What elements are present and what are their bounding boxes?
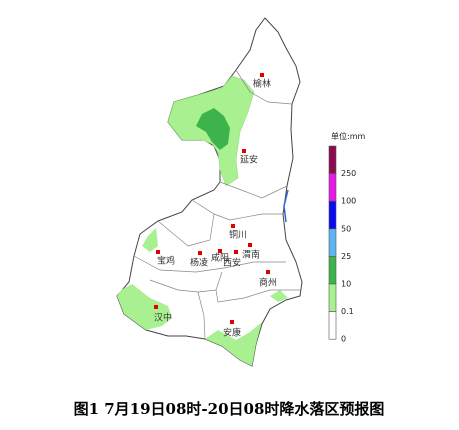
- legend-swatch: [328, 145, 337, 174]
- city-marker: [234, 250, 238, 254]
- city-label: 杨凌: [190, 257, 208, 269]
- city-marker: [266, 270, 270, 274]
- city-marker: [198, 251, 202, 255]
- city-label: 铜川: [229, 229, 247, 241]
- legend-swatch: [328, 283, 337, 312]
- rain-area-moderate: [196, 108, 230, 150]
- legend-title: 单位:mm: [331, 131, 365, 141]
- legend-label: 0.1: [341, 307, 354, 316]
- city-marker: [260, 73, 264, 77]
- city-label: 汉中: [154, 312, 172, 324]
- city-label: 榆林: [253, 78, 271, 90]
- rain-area-light: [270, 290, 288, 302]
- rain-area-light: [142, 228, 158, 252]
- legend-swatch: [328, 256, 337, 285]
- caption: 图1 7月19日08时-20日08时降水落区预报图: [74, 400, 385, 418]
- legend-swatch: [328, 173, 337, 202]
- legend-label: 10: [341, 280, 351, 289]
- city-label: 商州: [259, 277, 277, 289]
- legend-swatch: [328, 228, 337, 257]
- legend-label: 50: [341, 224, 351, 233]
- city-marker: [156, 250, 160, 254]
- city-label: 安康: [223, 327, 241, 339]
- river: [283, 189, 289, 223]
- legend-label: 25: [341, 252, 351, 261]
- city-label: 渭南: [242, 249, 260, 261]
- city-label: 延安: [240, 154, 258, 166]
- city-marker: [242, 149, 246, 153]
- district-boundaries: [133, 69, 300, 340]
- city-marker: [230, 320, 234, 324]
- legend-swatch: [328, 200, 337, 230]
- legend-label: 250: [341, 169, 356, 178]
- city-label: 宝鸡: [157, 255, 175, 267]
- legend: 单位:mm 250 100 50 25 10 0.1 0: [328, 131, 365, 344]
- legend-label: 0: [341, 335, 346, 344]
- rain-area-light: [117, 284, 172, 330]
- city-label: 西安: [223, 257, 241, 269]
- city-marker: [218, 249, 222, 253]
- city-marker: [154, 305, 158, 309]
- city-label: 咸阳: [211, 252, 229, 264]
- legend-label: 100: [341, 197, 356, 206]
- legend-swatch: [328, 311, 337, 340]
- city-marker: [231, 224, 235, 228]
- city-marker: [248, 243, 252, 247]
- rain-area-light: [205, 322, 262, 366]
